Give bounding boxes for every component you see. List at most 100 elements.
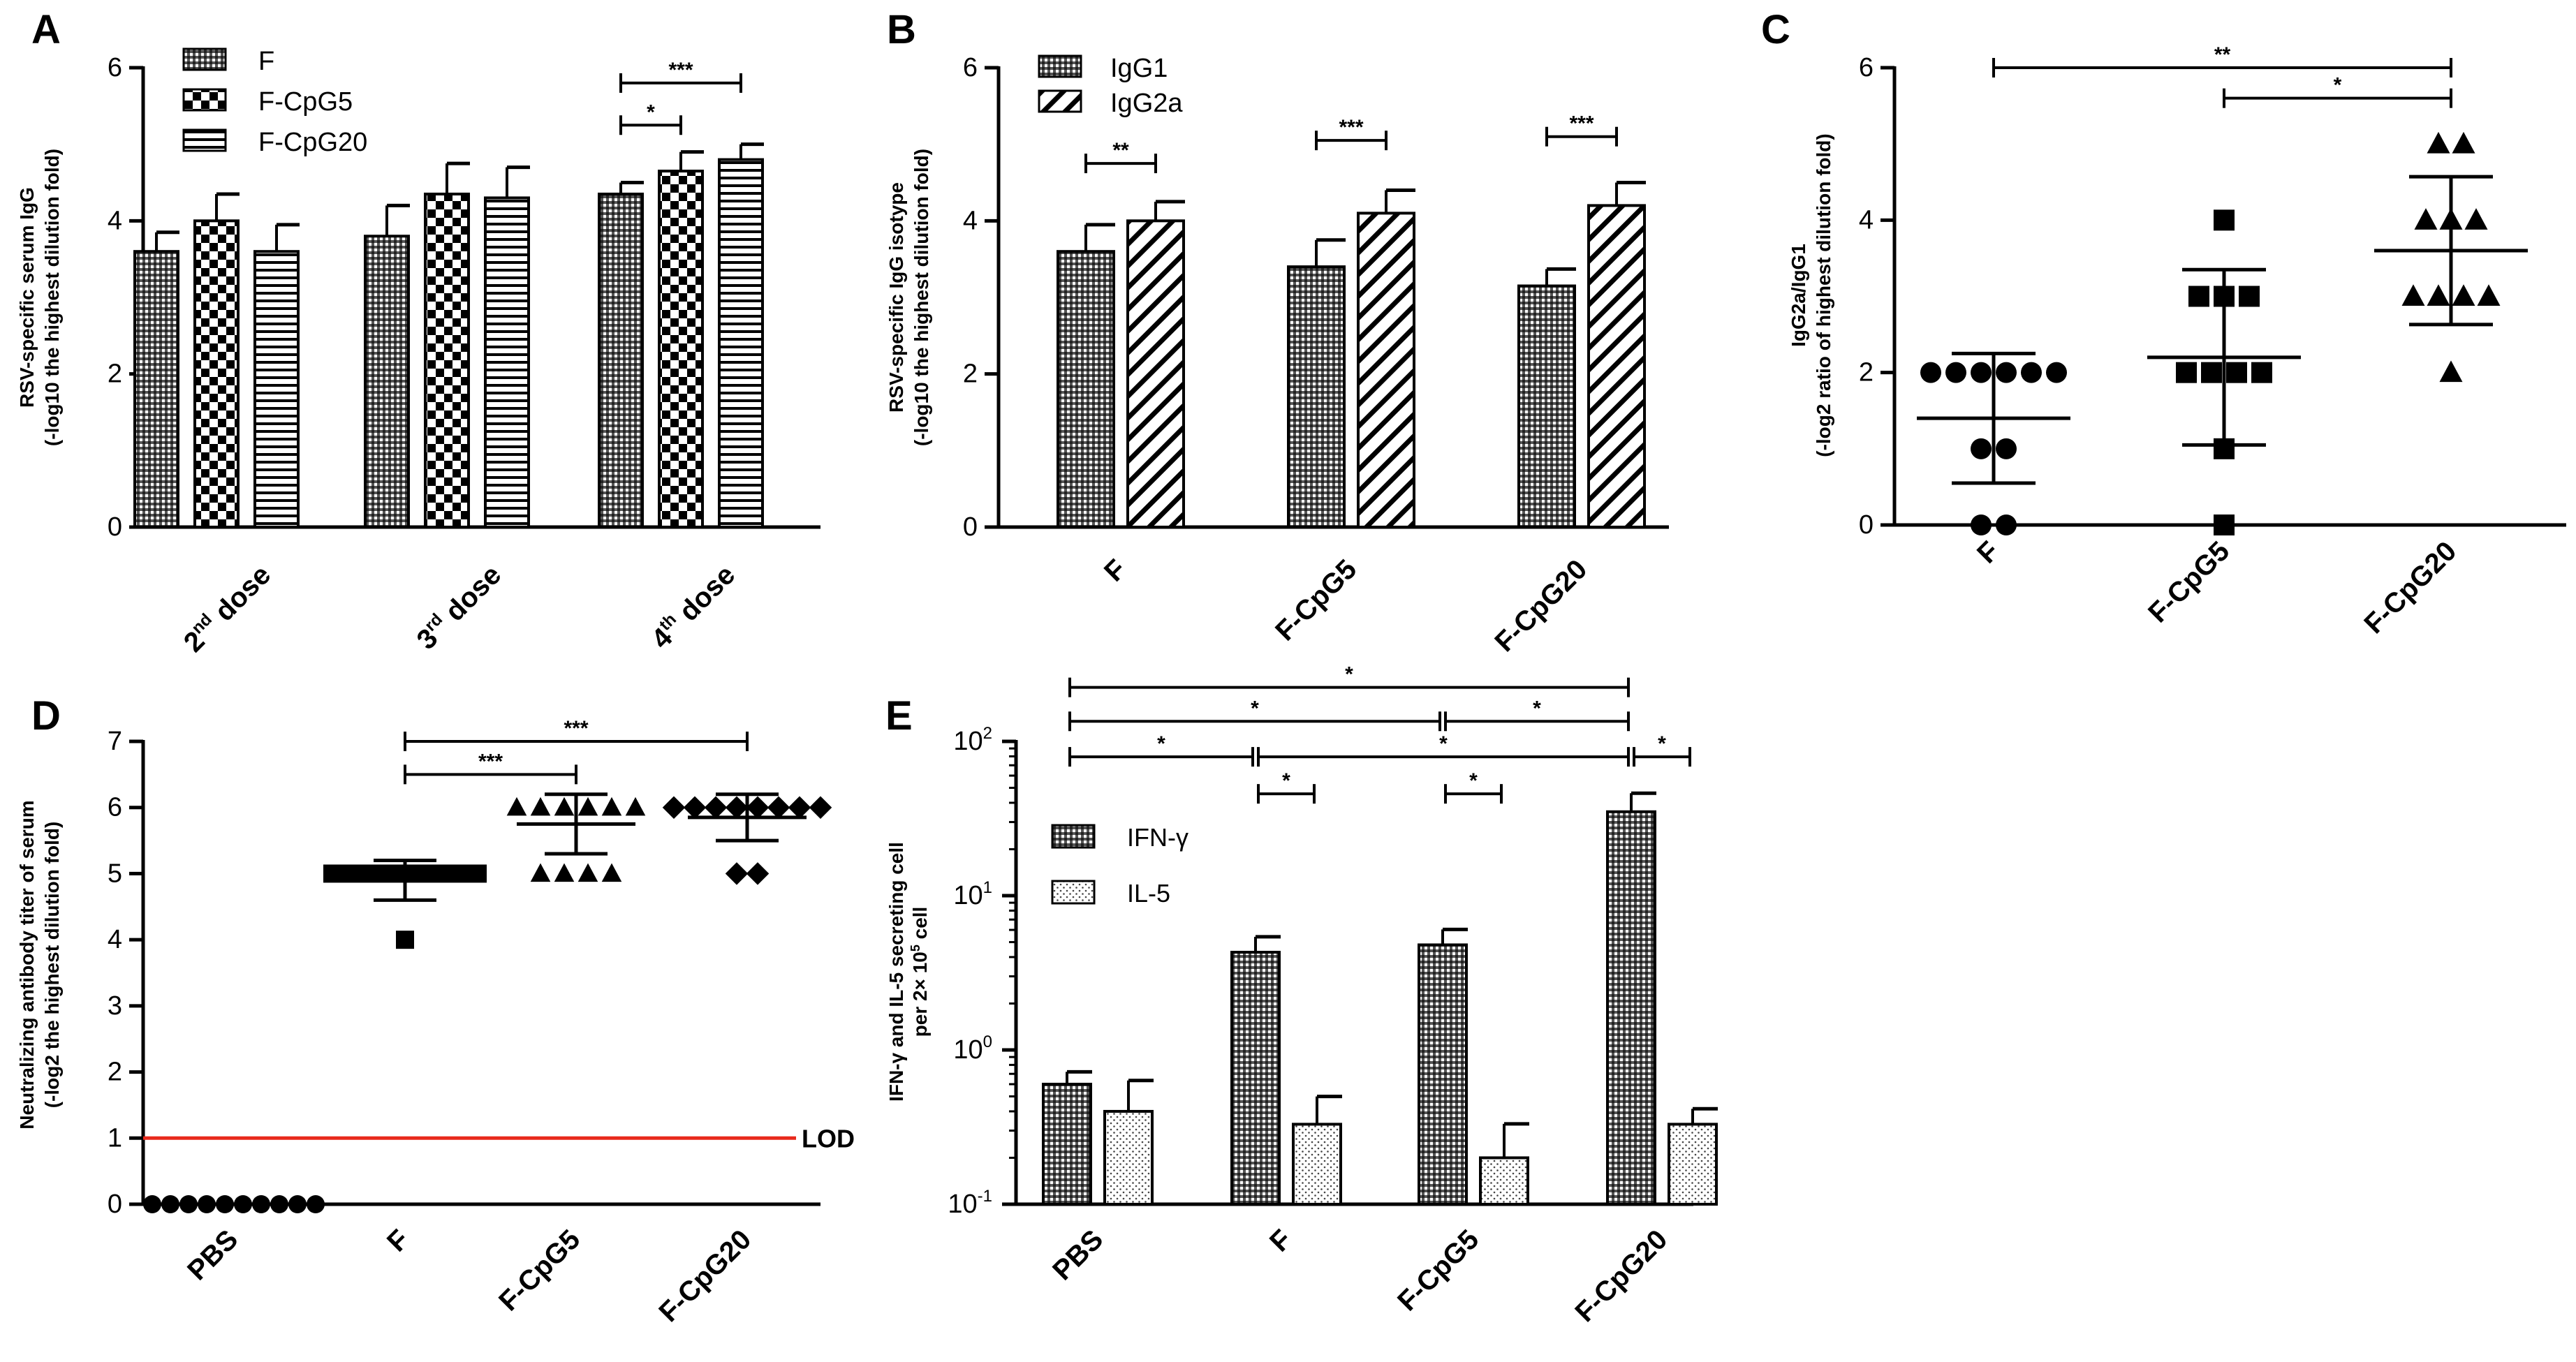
x-tick-label: F-CpG20 (653, 1224, 757, 1328)
y-tick-label: 6 (108, 53, 122, 82)
data-point (161, 1195, 179, 1213)
bar (484, 196, 530, 528)
y-axis-title: (-log2 the highest dilution fold) (41, 822, 63, 1109)
bar (1230, 951, 1281, 1206)
data-point (396, 931, 414, 949)
y-tick-label: 0 (1859, 510, 1874, 540)
data-point (1996, 438, 2017, 459)
legend-label: F-CpG5 (258, 87, 353, 117)
bar (1126, 219, 1185, 528)
y-axis-title-part: 5 (908, 945, 922, 952)
data-point (2452, 284, 2475, 306)
data-point (725, 796, 749, 819)
y-tick-label: 3 (108, 991, 122, 1021)
bar (193, 219, 240, 528)
data-point (746, 862, 770, 885)
data-point (530, 863, 551, 882)
x-tick-suffix: dose (203, 559, 277, 632)
panel-label: A (31, 7, 61, 52)
y-tick-label: 2 (108, 360, 122, 389)
data-point (1945, 362, 1966, 383)
y-tick-label: 2 (963, 360, 978, 389)
data-point (788, 796, 811, 819)
data-point (1996, 515, 2017, 535)
bar (364, 235, 410, 528)
data-point (1971, 438, 1992, 459)
bar (424, 192, 470, 528)
lod-label: LOD (802, 1124, 855, 1153)
y-tick-exponent: 2 (983, 724, 992, 743)
data-point (2226, 362, 2247, 383)
data-point (2427, 131, 2450, 154)
y-axis-title: IgG2a/IgG1 (1788, 244, 1809, 347)
y-tick-label: 2 (108, 1058, 122, 1087)
legend-label: IgG1 (1110, 54, 1168, 83)
bar (1292, 1123, 1342, 1206)
y-axis-title: (-log10 the highest dilution fold) (911, 149, 932, 446)
significance-label: * (1345, 663, 1353, 686)
legend-label: IL-5 (1127, 879, 1170, 908)
data-point (469, 864, 487, 883)
y-tick-exponent: -1 (978, 1187, 992, 1206)
data-point (2477, 284, 2501, 306)
panel-label: D (31, 693, 61, 739)
data-point (323, 864, 341, 883)
legend-label: IFN-γ (1127, 823, 1188, 852)
data-point (1971, 362, 1992, 383)
legend-swatch (1038, 89, 1082, 113)
y-axis-title: RSV-specific IgG isotype (885, 182, 907, 413)
x-tick-label: F-CpG20 (1489, 554, 1593, 658)
bar (1517, 284, 1576, 528)
data-point (2414, 208, 2438, 230)
significance-label: * (1658, 732, 1666, 755)
y-tick-label: 100 (953, 1032, 992, 1065)
bar (598, 192, 644, 528)
bar (1357, 212, 1415, 528)
data-point (601, 797, 622, 816)
y-tick-label: 0 (108, 512, 122, 542)
legend-swatch (1038, 54, 1082, 78)
data-point (2046, 362, 2067, 383)
y-tick-label: 4 (963, 206, 978, 235)
data-point (2214, 209, 2235, 231)
y-tick-label: 101 (953, 878, 992, 910)
y-tick-label: 4 (108, 206, 122, 235)
x-tick-label: F-CpG5 (1269, 554, 1362, 646)
y-axis-title: RSV-specific serum IgG (16, 187, 38, 408)
panel-a: A 0 2 4 6 RSV-specific serum IgG (-log10 the h… (16, 7, 820, 658)
panel-c: C 0 2 4 6 IgG2a/IgG1 (-log2 ratio of highest d… (1761, 7, 2566, 639)
y-axis-title: Neutralizing antibody titer of serum (16, 800, 38, 1129)
y-tick-base: 10 (953, 881, 982, 910)
data-point (2439, 360, 2463, 383)
bar (1587, 204, 1646, 528)
data-point (530, 797, 551, 816)
data-point (2021, 362, 2042, 383)
y-tick-exponent: 0 (983, 1032, 992, 1051)
significance-label: ** (2214, 43, 2231, 66)
y-axis-title-part: cell (909, 907, 931, 945)
data-point (577, 863, 598, 882)
y-tick-label: 2 (1859, 358, 1874, 387)
data-point (2452, 131, 2475, 154)
bar (1103, 1109, 1154, 1206)
y-tick-label: 0 (108, 1190, 122, 1219)
data-point (683, 796, 707, 819)
y-axis-title: per 2× 105 cell (908, 907, 931, 1037)
legend-label: F (258, 47, 274, 76)
x-tick-label: F (1098, 554, 1132, 587)
bar (1479, 1156, 1529, 1206)
x-tick-label: F (381, 1224, 415, 1257)
legend-label: F-CpG20 (258, 128, 367, 157)
bar (1418, 943, 1468, 1206)
bar (253, 250, 300, 528)
data-point (625, 797, 646, 816)
x-tick-label: F-CpG20 (1569, 1224, 1673, 1328)
data-point (143, 1195, 161, 1213)
x-tick-label: PBS (1047, 1224, 1109, 1286)
y-tick-label: 4 (1859, 205, 1874, 235)
bar (1606, 810, 1656, 1206)
y-tick-label: 6 (1859, 53, 1874, 82)
bar (718, 158, 764, 529)
data-point (2401, 284, 2425, 306)
